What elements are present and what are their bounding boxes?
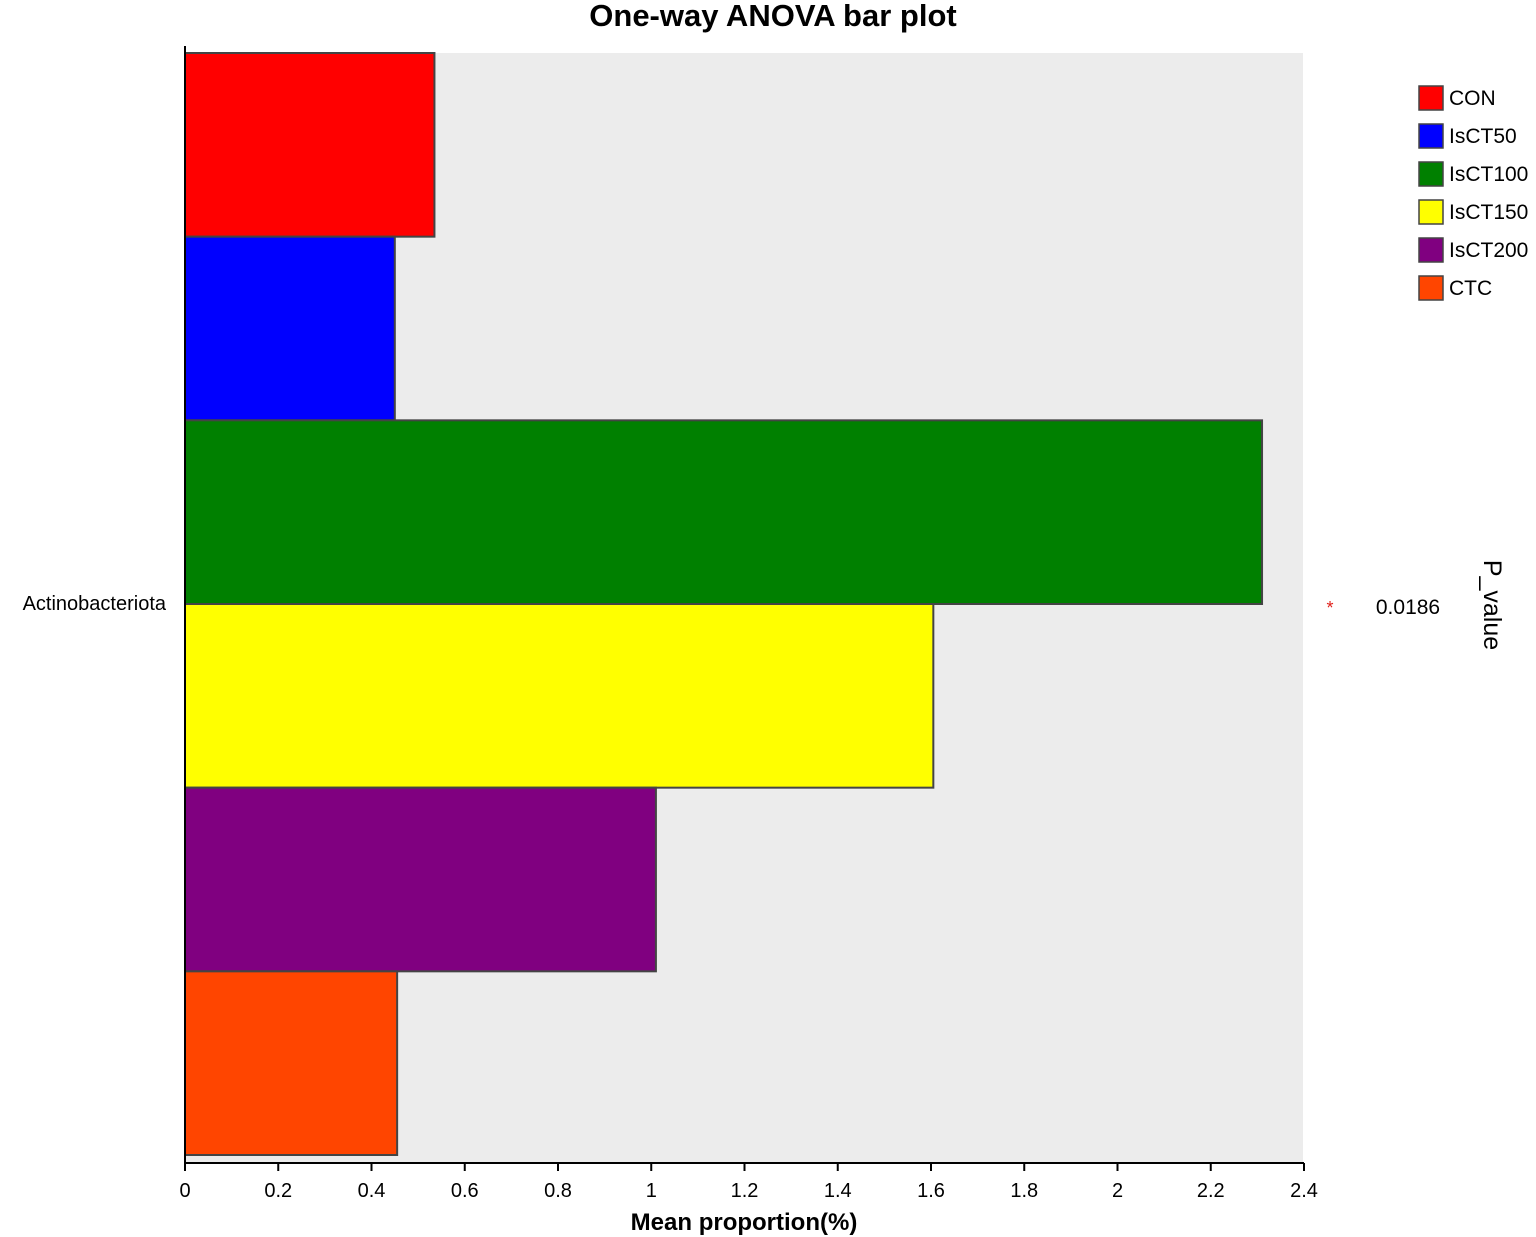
bar-isct50: [184, 235, 396, 422]
legend-swatch-isct50: [1418, 123, 1444, 149]
bar-isct200: [184, 786, 657, 973]
legend-swatch-ctc: [1418, 275, 1444, 301]
bars-group: [184, 52, 1264, 1156]
x-tick-label: 0.2: [264, 1180, 292, 1202]
bar-isct150: [184, 603, 935, 789]
legend-label-isct200: IsCT200: [1449, 239, 1528, 262]
category-label: Actinobacteriota: [23, 593, 167, 615]
legend-label-isct150: IsCT150: [1449, 201, 1528, 224]
x-tick-label: 1.8: [1010, 1180, 1038, 1202]
legend-label-isct50: IsCT50: [1449, 125, 1517, 148]
x-tick-label: 1.4: [824, 1180, 852, 1202]
bar-con: [184, 52, 436, 238]
x-axis-ticks: 0 0.2 0.4 0.6 0.8 1 1.2 1.4 1.6 1.8 2 2.2 2.4: [179, 1163, 1318, 1202]
legend-swatch-isct200: [1418, 237, 1444, 263]
x-axis-title: Mean proportion(%): [631, 1209, 858, 1236]
x-tick-label: 2.2: [1197, 1180, 1225, 1202]
x-tick-label: 1.2: [731, 1180, 759, 1202]
x-tick-label: 2.4: [1290, 1180, 1318, 1202]
x-tick-label: 0.8: [544, 1180, 572, 1202]
x-tick-label: 1: [646, 1180, 657, 1202]
legend-label-isct100: IsCT100: [1449, 163, 1528, 186]
x-tick-label: 2: [1112, 1180, 1123, 1202]
legend-swatch-isct150: [1418, 199, 1444, 225]
chart-title: One-way ANOVA bar plot: [589, 0, 956, 33]
p-value-title: P_value: [1478, 560, 1506, 650]
bar-isct100: [184, 419, 1264, 606]
p-value-label: 0.0186: [1376, 596, 1440, 619]
legend-label-ctc: CTC: [1449, 277, 1492, 300]
x-tick-label: 0: [179, 1180, 190, 1202]
p-value-column: * 0.0186: [1326, 596, 1440, 619]
significance-star: *: [1326, 598, 1333, 618]
legend-swatch-con: [1418, 85, 1444, 111]
x-tick-label: 1.6: [917, 1180, 945, 1202]
bar-ctc: [184, 970, 399, 1156]
legend: CON IsCT50 IsCT100 IsCT150 IsCT200 CTC: [1418, 85, 1528, 301]
x-tick-label: 0.4: [358, 1180, 386, 1202]
category-labels: Actinobacteriota: [23, 593, 167, 615]
legend-label-con: CON: [1449, 87, 1496, 110]
x-tick-label: 0.6: [451, 1180, 479, 1202]
legend-swatch-isct100: [1418, 161, 1444, 187]
